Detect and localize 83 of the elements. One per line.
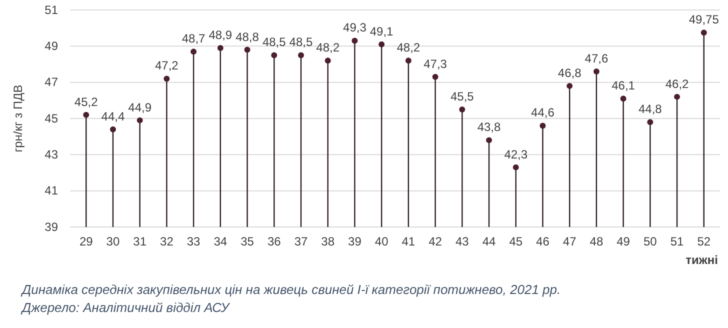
x-tick-label: 47 <box>562 234 577 249</box>
point <box>674 94 680 100</box>
point <box>136 117 143 124</box>
x-tick-label: 30 <box>106 234 120 249</box>
point <box>110 126 116 132</box>
y-tick-label: 51 <box>44 2 58 17</box>
text: Динаміка середніх закупівельних цін на живець свиней І-ї категорії потижнево, 2021 рр. <box>20 282 561 297</box>
y-tick-label: 39 <box>44 220 58 234</box>
y-axis-title: грн/кг з ПДВ <box>11 84 25 152</box>
x-tick-label: 35 <box>240 234 254 249</box>
point <box>700 30 707 36</box>
x-tick-label: 43 <box>455 234 470 249</box>
data-label: 46,8 <box>558 66 582 80</box>
data-label: 45,5 <box>450 89 474 104</box>
y-tick-label: 49 <box>44 39 58 54</box>
x-tick-label: 52 <box>697 234 711 249</box>
x-tick-label: 46 <box>536 234 550 249</box>
data-label: 48,5 <box>262 35 286 50</box>
data-label: 44,8 <box>638 102 662 116</box>
x-tick-label: 37 <box>294 234 308 249</box>
x-tick-label: 40 <box>374 234 389 249</box>
data-label: 48,2 <box>396 40 420 55</box>
data-label: 47,3 <box>424 56 448 71</box>
point <box>83 112 90 118</box>
data-label: 47,2 <box>155 58 179 73</box>
data-label: 43,8 <box>477 120 502 134</box>
point <box>378 41 385 48</box>
x-tick-label: 49 <box>616 234 630 249</box>
data-label: 44,6 <box>531 106 555 120</box>
y-tick-label: 45 <box>44 111 58 126</box>
point <box>190 48 197 55</box>
point <box>217 44 224 51</box>
point <box>244 46 250 53</box>
x-tick-label: 34 <box>214 234 228 249</box>
data-label: 48,5 <box>289 35 313 50</box>
point <box>298 52 304 58</box>
text: Джерело: Аналітичний відділ АСУ <box>20 300 231 315</box>
y-tick-label: 41 <box>44 184 58 198</box>
data-label: 48,8 <box>236 30 260 44</box>
data-label: 42,3 <box>504 147 528 162</box>
x-axis-title: тижні <box>686 253 718 267</box>
point <box>593 68 600 74</box>
data-label: 49,75 <box>688 12 720 27</box>
x-tick-label: 48 <box>590 234 604 249</box>
x-tick-label: 51 <box>670 234 684 249</box>
data-label: 44,9 <box>128 100 152 114</box>
x-tick-label: 33 <box>186 234 201 249</box>
data-label: 48,7 <box>182 32 206 46</box>
x-tick-label: 42 <box>428 234 442 249</box>
point <box>352 38 358 44</box>
point <box>324 58 331 64</box>
x-tick-label: 45 <box>509 234 523 249</box>
data-label: 46,1 <box>612 78 636 93</box>
point <box>459 106 466 112</box>
y-tick-label: 43 <box>44 148 58 162</box>
data-label: 47,6 <box>584 51 608 66</box>
data-label: 44,4 <box>101 109 125 124</box>
x-tick-label: 32 <box>160 234 174 249</box>
x-tick-label: 41 <box>402 234 416 249</box>
data-label: 48,9 <box>208 28 232 42</box>
point <box>647 119 654 126</box>
data-label: 48,2 <box>316 40 340 55</box>
data-label: 45,2 <box>74 94 98 109</box>
x-tick-label: 31 <box>133 234 147 249</box>
point <box>566 82 573 89</box>
point <box>432 74 438 80</box>
point <box>620 96 626 102</box>
point <box>512 164 519 170</box>
x-tick-label: 36 <box>267 234 282 249</box>
x-tick-label: 44 <box>482 234 496 249</box>
point <box>540 122 546 129</box>
x-tick-label: 50 <box>643 234 658 249</box>
data-label: 49,3 <box>343 20 367 35</box>
x-tick-label: 38 <box>321 234 335 249</box>
x-tick-label: 29 <box>79 234 94 249</box>
x-tick-label: 39 <box>348 234 362 249</box>
y-tick-label: 47 <box>44 75 58 90</box>
data-label: 49,1 <box>370 24 394 38</box>
point <box>486 137 492 144</box>
point <box>164 76 170 82</box>
point <box>271 52 278 58</box>
point <box>405 58 412 64</box>
data-label: 46,2 <box>665 76 690 91</box>
